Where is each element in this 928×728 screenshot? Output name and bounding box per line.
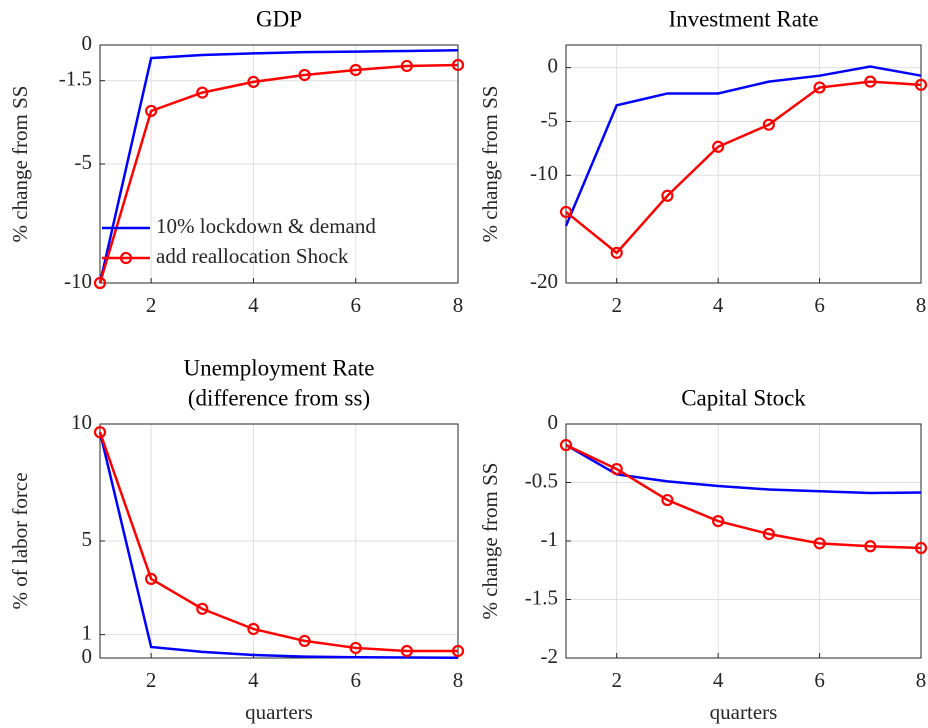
marker [400, 59, 413, 73]
y-tick-label: -1 [541, 527, 559, 551]
axes-box [565, 44, 922, 284]
x-tick-label: 8 [916, 668, 927, 692]
series-line [98, 48, 459, 284]
marker [914, 78, 928, 91]
marker [400, 644, 413, 658]
marker [451, 58, 465, 72]
x-tick-label: 8 [453, 293, 464, 317]
legend-marker [119, 251, 133, 265]
marker [610, 462, 623, 476]
x-axis-label: quarters [245, 700, 313, 724]
series-line [98, 431, 458, 653]
marker [864, 75, 877, 88]
marker [93, 426, 107, 439]
marker [93, 276, 107, 290]
y-axis-label: % of labor force [8, 472, 32, 609]
series-line [565, 80, 922, 255]
y-tick-label: -10 [530, 161, 558, 185]
y-axis-label: % change from SS [478, 463, 502, 620]
y-tick-label: -1.5 [59, 67, 92, 91]
marker [349, 641, 362, 655]
y-tick-label: -10 [64, 269, 92, 293]
y-tick-label: -2 [541, 644, 559, 668]
series-line [564, 65, 922, 227]
x-tick-label: 8 [453, 668, 464, 692]
y-tick-label: -20 [530, 269, 558, 293]
chart-title: Unemployment Rate [184, 355, 375, 380]
marker [247, 75, 260, 88]
subplot: 01 5 10 2 4 6 8 Unemployment Rate (difference fr… [8, 355, 465, 724]
x-tick-label: 4 [713, 293, 724, 317]
marker [864, 540, 877, 553]
axes-box [99, 44, 459, 284]
marker [762, 118, 775, 131]
series-line [98, 63, 459, 284]
subplot: -20 -10 -5 0 2 4 6 8 Investment Rate % change fro… [478, 6, 928, 317]
marker [559, 205, 573, 219]
marker [661, 493, 674, 507]
marker [914, 541, 928, 555]
marker [451, 644, 465, 658]
marker [610, 246, 623, 259]
subplot: -10 -5 -1.5 0 2 4 6 8 GDP % change from SS 10% loc… [8, 6, 465, 317]
subplot: -2 -1.5 -1 -0.5 0 2 4 6 8 Capital Stock % change f… [478, 385, 928, 724]
y-tick-label: 0 [548, 53, 559, 77]
y-tick-label: 1 [82, 620, 93, 644]
marker [145, 572, 158, 586]
y-tick-label: -5 [75, 150, 93, 174]
marker [661, 189, 674, 202]
marker [298, 68, 311, 82]
x-tick-label: 4 [248, 293, 259, 317]
marker [762, 527, 775, 541]
x-tick-label: 2 [146, 668, 157, 692]
series-line [98, 431, 459, 660]
chart-title: GDP [256, 6, 302, 31]
y-tick-label: 5 [82, 527, 93, 551]
legend-label: add reallocation Shock [156, 244, 349, 268]
x-tick-label: 4 [248, 668, 259, 692]
x-axis-label: quarters [710, 700, 778, 724]
marker [813, 81, 826, 94]
marker [712, 515, 725, 528]
marker [559, 438, 573, 452]
marker [298, 634, 311, 648]
marker [247, 622, 260, 636]
marker [196, 86, 209, 99]
axes-box [99, 423, 459, 659]
y-tick-label: -1.5 [525, 585, 558, 609]
chart-title: (difference from ss) [188, 385, 370, 410]
x-tick-label: 6 [814, 668, 825, 692]
y-axis-label: % change from SS [478, 86, 502, 243]
x-tick-label: 2 [611, 668, 622, 692]
y-axis-label: % change from SS [8, 86, 32, 243]
marker [349, 63, 362, 77]
x-tick-label: 8 [916, 293, 927, 317]
y-tick-label: 0 [82, 31, 93, 55]
x-tick-label: 2 [146, 293, 157, 317]
marker [145, 104, 158, 118]
x-tick-label: 2 [611, 293, 622, 317]
chart-title: Capital Stock [681, 385, 806, 410]
y-tick-label: 0 [82, 644, 93, 668]
marker [712, 140, 725, 153]
legend-label: 10% lockdown & demand [156, 214, 376, 238]
x-tick-label: 6 [814, 293, 825, 317]
y-tick-label: 10 [71, 410, 92, 434]
marker [196, 602, 209, 615]
x-tick-label: 4 [713, 668, 724, 692]
chart-title: Investment Rate [668, 6, 818, 31]
marker [813, 537, 826, 550]
y-tick-label: -5 [541, 107, 559, 131]
y-tick-label: -0.5 [525, 468, 558, 492]
axes-box [565, 423, 922, 659]
y-tick-label: 0 [548, 410, 559, 434]
x-tick-label: 6 [350, 293, 361, 317]
series-line [565, 443, 922, 550]
x-tick-label: 6 [350, 668, 361, 692]
